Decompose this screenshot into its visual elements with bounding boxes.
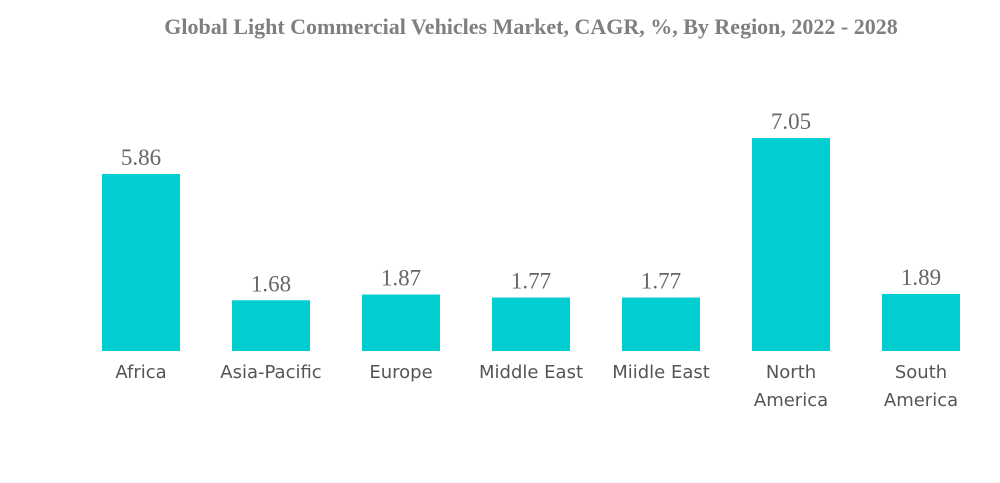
bar-africa — [102, 174, 180, 351]
bar-north-america — [752, 138, 830, 351]
x-tick-label: Miidle East — [612, 362, 710, 383]
bar-miidle-east — [622, 297, 700, 351]
data-label: 1.77 — [511, 269, 551, 294]
bar-south-america — [882, 293, 960, 351]
chart-title: Global Light Commercial Vehicles Market,… — [164, 14, 898, 39]
bar-europe — [362, 294, 440, 351]
data-label: 1.87 — [381, 266, 421, 291]
bar-middle-east — [492, 297, 570, 351]
bar-asia-pacific — [232, 300, 310, 351]
x-tick-label: North America — [754, 362, 828, 411]
data-label: 1.68 — [251, 271, 291, 296]
x-tick-label: Asia-Pacific — [220, 362, 321, 383]
data-label: 1.77 — [641, 269, 681, 294]
x-tick-label: South America — [884, 362, 958, 411]
data-label: 1.89 — [901, 265, 941, 290]
x-tick-label: Africa — [115, 362, 166, 383]
data-label: 5.86 — [121, 145, 161, 170]
data-label: 7.05 — [771, 109, 811, 134]
x-tick-label: Europe — [369, 362, 432, 383]
x-tick-label: Middle East — [479, 362, 583, 383]
